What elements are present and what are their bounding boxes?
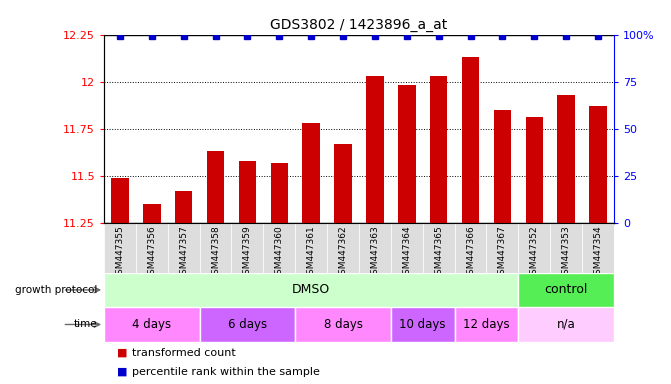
Bar (455, 223, 486, 273)
Bar (231, 223, 263, 273)
Bar (391, 307, 455, 342)
Title: GDS3802 / 1423896_a_at: GDS3802 / 1423896_a_at (270, 18, 448, 32)
Bar (423, 223, 455, 273)
Bar (143, 204, 160, 223)
Bar (518, 223, 550, 273)
Bar (430, 76, 448, 223)
Bar (589, 106, 607, 223)
Bar (295, 223, 327, 273)
Bar (104, 273, 519, 307)
Bar (263, 223, 295, 273)
Text: GSM447352: GSM447352 (530, 225, 539, 280)
Bar (518, 273, 614, 307)
Text: 10 days: 10 days (399, 318, 446, 331)
Text: GSM447358: GSM447358 (211, 225, 220, 280)
Bar (550, 223, 582, 273)
Text: GSM447357: GSM447357 (179, 225, 188, 280)
Text: 8 days: 8 days (323, 318, 362, 331)
Bar (486, 223, 519, 273)
Text: GSM447359: GSM447359 (243, 225, 252, 280)
Text: GSM447364: GSM447364 (403, 225, 411, 280)
Text: GSM447367: GSM447367 (498, 225, 507, 280)
Text: percentile rank within the sample: percentile rank within the sample (132, 367, 320, 377)
Text: GSM447355: GSM447355 (115, 225, 124, 280)
Text: ■: ■ (117, 348, 128, 358)
Bar (455, 307, 518, 342)
Bar (168, 223, 200, 273)
Bar (270, 162, 288, 223)
Bar (207, 151, 224, 223)
Text: GSM447363: GSM447363 (370, 225, 379, 280)
Text: n/a: n/a (557, 318, 576, 331)
Bar (200, 223, 231, 273)
Bar (558, 95, 575, 223)
Text: GSM447366: GSM447366 (466, 225, 475, 280)
Bar (104, 307, 200, 342)
Text: time: time (74, 319, 97, 329)
Bar (494, 110, 511, 223)
Bar (398, 85, 415, 223)
Bar (111, 177, 129, 223)
Bar (104, 223, 136, 273)
Bar (136, 223, 168, 273)
Text: 4 days: 4 days (132, 318, 171, 331)
Text: transformed count: transformed count (132, 348, 236, 358)
Bar (391, 223, 423, 273)
Text: GSM447361: GSM447361 (307, 225, 315, 280)
Text: ■: ■ (117, 367, 128, 377)
Text: GSM447356: GSM447356 (148, 225, 156, 280)
Text: GSM447353: GSM447353 (562, 225, 570, 280)
Text: growth protocol: growth protocol (15, 285, 97, 295)
Text: GSM447360: GSM447360 (275, 225, 284, 280)
Bar (462, 57, 479, 223)
Bar (175, 191, 193, 223)
Bar (200, 307, 295, 342)
Bar (334, 144, 352, 223)
Bar (582, 223, 614, 273)
Bar (327, 223, 359, 273)
Bar (295, 307, 391, 342)
Bar (303, 123, 320, 223)
Bar (359, 223, 391, 273)
Text: control: control (544, 283, 588, 296)
Bar (525, 118, 543, 223)
Text: DMSO: DMSO (292, 283, 330, 296)
Text: GSM447354: GSM447354 (594, 225, 603, 280)
Bar (239, 161, 256, 223)
Text: 12 days: 12 days (463, 318, 510, 331)
Text: GSM447365: GSM447365 (434, 225, 443, 280)
Text: 6 days: 6 days (228, 318, 267, 331)
Bar (518, 307, 614, 342)
Bar (366, 76, 384, 223)
Text: GSM447362: GSM447362 (339, 225, 348, 280)
